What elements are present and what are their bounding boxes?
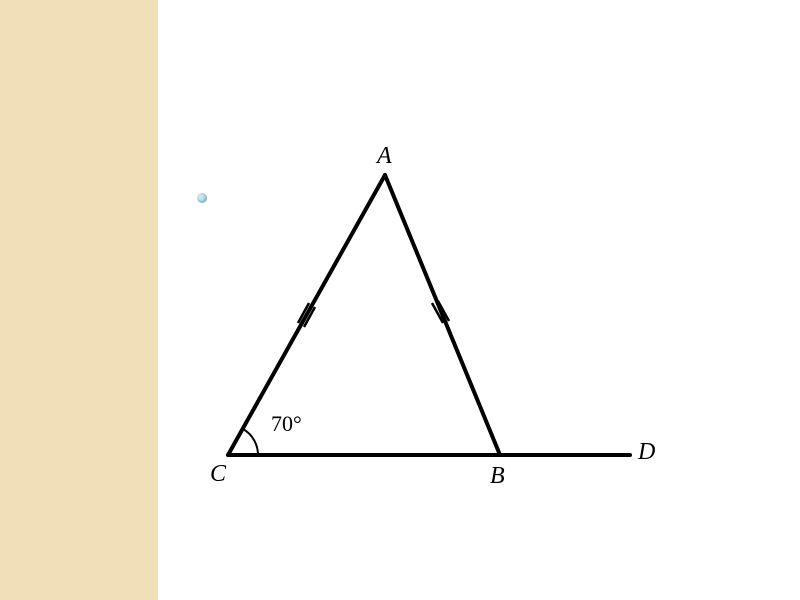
triangle-diagram: A B C D 70°: [215, 155, 655, 500]
label-b: B: [490, 463, 505, 490]
triangle-svg: [215, 155, 655, 495]
label-c: C: [210, 461, 226, 488]
label-a: A: [377, 143, 392, 170]
side-ca: [228, 175, 385, 455]
angle-arc-c: [243, 429, 258, 455]
label-d: D: [638, 439, 655, 466]
sidebar-decoration: [0, 0, 158, 600]
angle-label-c: 70°: [271, 411, 302, 437]
bullet-marker: [197, 193, 207, 203]
side-ab: [385, 175, 500, 455]
